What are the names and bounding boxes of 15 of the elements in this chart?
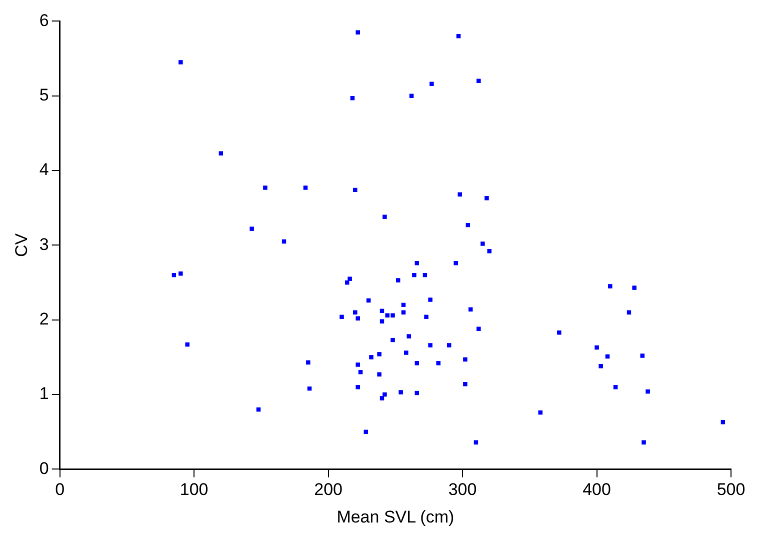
y-tick-label: 4 bbox=[39, 160, 49, 180]
y-tick-label: 1 bbox=[39, 384, 49, 404]
y-tick-label: 5 bbox=[39, 86, 49, 105]
x-tick-label: 100 bbox=[180, 480, 208, 500]
y-axis-title: CV bbox=[12, 232, 31, 258]
y-tick-label: 3 bbox=[39, 234, 49, 254]
x-tick-label: 400 bbox=[582, 480, 611, 500]
x-tick-label: 500 bbox=[716, 480, 746, 500]
y-tick-label: 6 bbox=[39, 10, 49, 30]
x-tick-label: 200 bbox=[314, 480, 342, 500]
y-tick-label: 2 bbox=[39, 310, 49, 329]
x-axis-title: Mean SVL (cm) bbox=[336, 507, 454, 526]
x-tick-label: 300 bbox=[448, 480, 477, 500]
y-tick-label: 0 bbox=[39, 458, 49, 478]
x-tick-label: 0 bbox=[55, 480, 65, 500]
